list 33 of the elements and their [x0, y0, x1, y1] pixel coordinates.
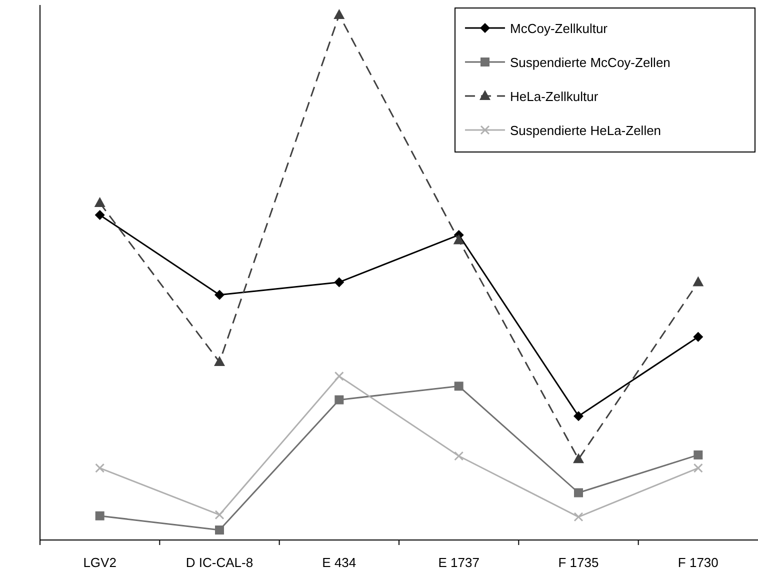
point — [453, 234, 464, 244]
point — [574, 488, 583, 498]
point — [95, 463, 105, 473]
point — [454, 382, 464, 391]
point — [334, 277, 344, 288]
point — [574, 411, 584, 422]
x-tick-label: E 434 — [322, 555, 356, 570]
legend-label: Suspendierte McCoy-Zellen — [510, 55, 670, 70]
point — [454, 451, 464, 461]
point — [693, 332, 704, 342]
legend-label: McCoy-Zellkultur — [510, 21, 608, 36]
x-tick-label: LGV2 — [83, 555, 116, 570]
point — [214, 356, 225, 366]
x-tick-label: F 1730 — [678, 555, 718, 570]
point — [574, 512, 584, 522]
point — [214, 510, 224, 520]
legend-label: Suspendierte HeLa-Zellen — [510, 123, 662, 138]
x-tick-label: D IC-CAL-8 — [186, 555, 254, 570]
x-tick-label: F 1735 — [558, 555, 599, 570]
point — [214, 290, 224, 300]
point — [692, 276, 704, 286]
point — [573, 453, 584, 464]
point — [334, 9, 345, 19]
point — [94, 196, 106, 207]
point — [334, 395, 344, 404]
point — [95, 511, 104, 520]
point — [94, 210, 105, 220]
point — [693, 463, 703, 473]
point — [334, 371, 344, 381]
point — [694, 450, 703, 460]
legend-label: HeLa-Zellkultur — [510, 89, 599, 104]
x-tick-label: E 1737 — [438, 555, 480, 570]
point — [215, 526, 224, 535]
